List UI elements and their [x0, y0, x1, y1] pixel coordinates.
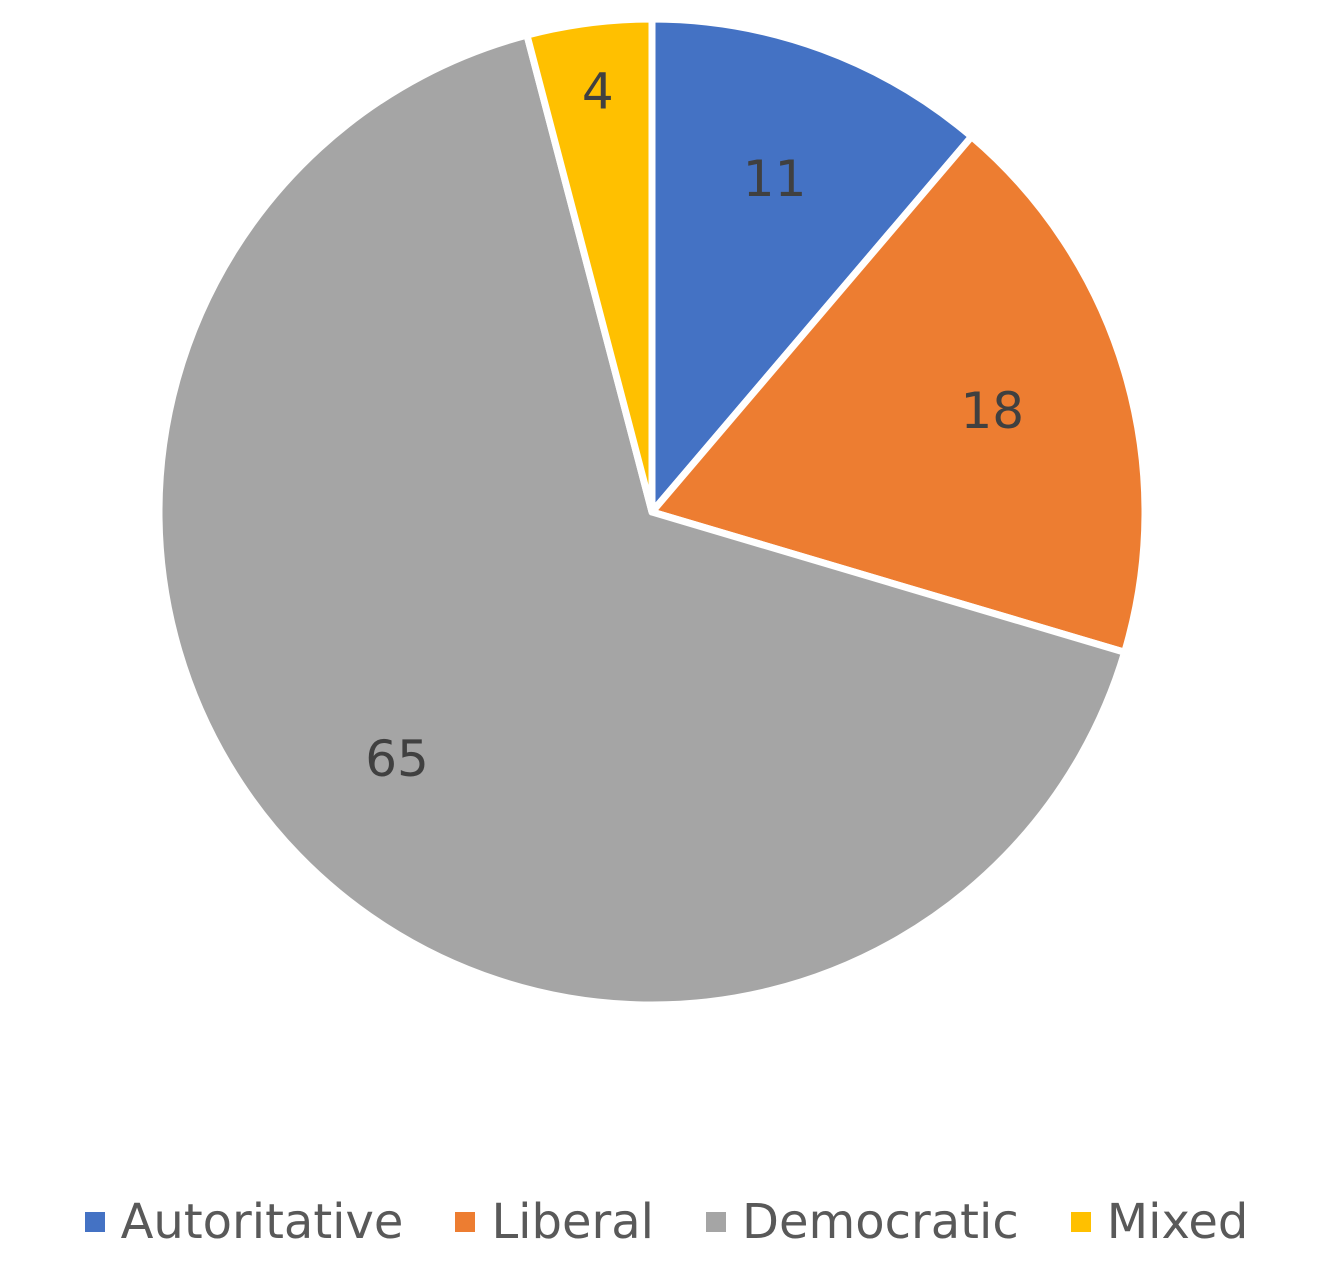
pie-slices — [155, 15, 1149, 1009]
legend-item-democratic: Democratic — [706, 1198, 1019, 1246]
legend-swatch-democratic — [706, 1212, 726, 1232]
legend-swatch-mixed — [1070, 1212, 1091, 1232]
data-label-liberal: 18 — [960, 382, 1024, 440]
legend-item-liberal: Liberal — [455, 1198, 654, 1246]
data-label-mixed: 4 — [582, 63, 614, 121]
pie-slice-democratic — [155, 31, 1129, 1009]
chart-legend: Autoritative Liberal Democratic Mixed — [0, 1190, 1333, 1254]
legend-label-autoritative: Autoritative — [120, 1194, 404, 1250]
pie-slice-liberal — [648, 133, 1149, 656]
data-label-democratic: 65 — [365, 730, 429, 788]
legend-label-mixed: Mixed — [1106, 1194, 1249, 1250]
pie-data-labels: 11 18 65 4 — [365, 63, 1024, 788]
data-label-autoritative: 11 — [743, 150, 807, 208]
legend-item-mixed: Mixed — [1070, 1194, 1249, 1250]
legend-label-democratic: Democratic — [742, 1194, 1019, 1250]
pie-slice-mixed — [523, 15, 656, 516]
legend-label-liberal: Liberal — [491, 1194, 654, 1250]
pie-slice-autoritative — [648, 15, 976, 516]
legend-swatch-liberal — [455, 1212, 476, 1232]
legend-swatch-autoritative — [84, 1212, 105, 1232]
legend-item-autoritative: Autoritative — [84, 1194, 404, 1250]
